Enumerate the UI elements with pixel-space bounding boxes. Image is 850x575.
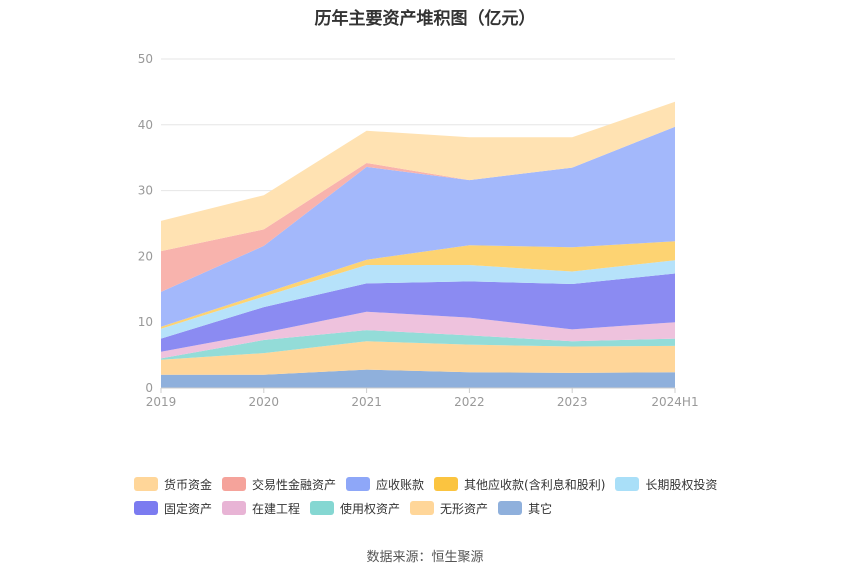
area-layer [161, 101, 675, 388]
legend-row: 货币资金 交易性金融资产 应收账款 其他应收款(含利息和股利) 长期股权投资 [134, 472, 734, 496]
legend-item[interactable]: 固定资产 [134, 500, 212, 517]
x-tick-label: 2020 [249, 395, 280, 409]
y-tick-label: 0 [145, 381, 153, 395]
area-series-1 [161, 341, 675, 375]
legend: 货币资金 交易性金融资产 应收账款 其他应收款(含利息和股利) 长期股权投资固定资产 在建… [134, 472, 734, 520]
legend-item[interactable]: 其他应收款(含利息和股利) [434, 476, 605, 493]
legend-item[interactable]: 货币资金 [134, 476, 212, 493]
legend-label: 其他应收款(含利息和股利) [464, 477, 606, 492]
legend-label: 使用权资产 [340, 501, 401, 516]
legend-swatch [310, 501, 335, 515]
area-series-3 [161, 311, 675, 359]
legend-item[interactable]: 交易性金融资产 [222, 476, 336, 493]
x-tick-label: 2024H1 [651, 395, 698, 409]
legend-label: 固定资产 [164, 501, 213, 516]
legend-swatch [498, 501, 523, 515]
legend-row: 固定资产 在建工程 使用权资产 无形资产 其它 [134, 496, 734, 520]
area-series-0 [161, 369, 675, 388]
x-tick-label: 2019 [146, 395, 177, 409]
legend-swatch [134, 477, 158, 491]
y-tick-label: 50 [138, 52, 153, 66]
legend-swatch [134, 501, 158, 515]
legend-swatch [222, 501, 247, 515]
y-tick-label: 10 [138, 315, 153, 329]
legend-swatch [615, 477, 640, 491]
legend-item[interactable]: 长期股权投资 [615, 476, 717, 493]
legend-label: 无形资产 [440, 501, 489, 516]
legend-item[interactable]: 其它 [498, 500, 552, 517]
y-tick-label: 20 [138, 249, 153, 263]
legend-swatch [222, 477, 247, 491]
legend-swatch [410, 501, 435, 515]
chart-title: 历年主要资产堆积图（亿元） [314, 9, 536, 29]
y-tick-label: 40 [138, 118, 153, 132]
legend-label: 其它 [528, 501, 553, 516]
legend-label: 应收账款 [376, 477, 425, 492]
legend-item[interactable]: 在建工程 [222, 500, 300, 517]
legend-label: 交易性金融资产 [252, 477, 337, 492]
area-series-4 [161, 273, 675, 352]
area-series-7 [161, 126, 675, 327]
legend-swatch [434, 477, 459, 491]
stacked-area-chart: 0 10 20 30 40 50 2019 2020 2021 2022 2023 2024H1 [138, 52, 699, 409]
legend-swatch [346, 477, 371, 491]
legend-label: 长期股权投资 [645, 477, 718, 492]
x-tick-label: 2023 [557, 395, 588, 409]
x-tick-label: 2021 [351, 395, 382, 409]
y-tick-label: 30 [138, 184, 153, 198]
axis-layer: 0 10 20 30 40 50 2019 2020 2021 2022 2023 2024H1 [138, 52, 699, 409]
area-series-9 [161, 101, 675, 252]
legend-label: 货币资金 [164, 477, 213, 492]
x-tick-label: 2022 [454, 395, 485, 409]
area-series-5 [161, 260, 675, 339]
area-series-2 [161, 330, 675, 360]
area-series-6 [161, 241, 675, 329]
legend-item[interactable]: 无形资产 [410, 500, 488, 517]
legend-item[interactable]: 使用权资产 [310, 500, 400, 517]
data-source: 数据来源：恒生聚源 [366, 550, 484, 565]
legend-item[interactable]: 应收账款 [346, 476, 424, 493]
legend-label: 在建工程 [252, 501, 301, 516]
